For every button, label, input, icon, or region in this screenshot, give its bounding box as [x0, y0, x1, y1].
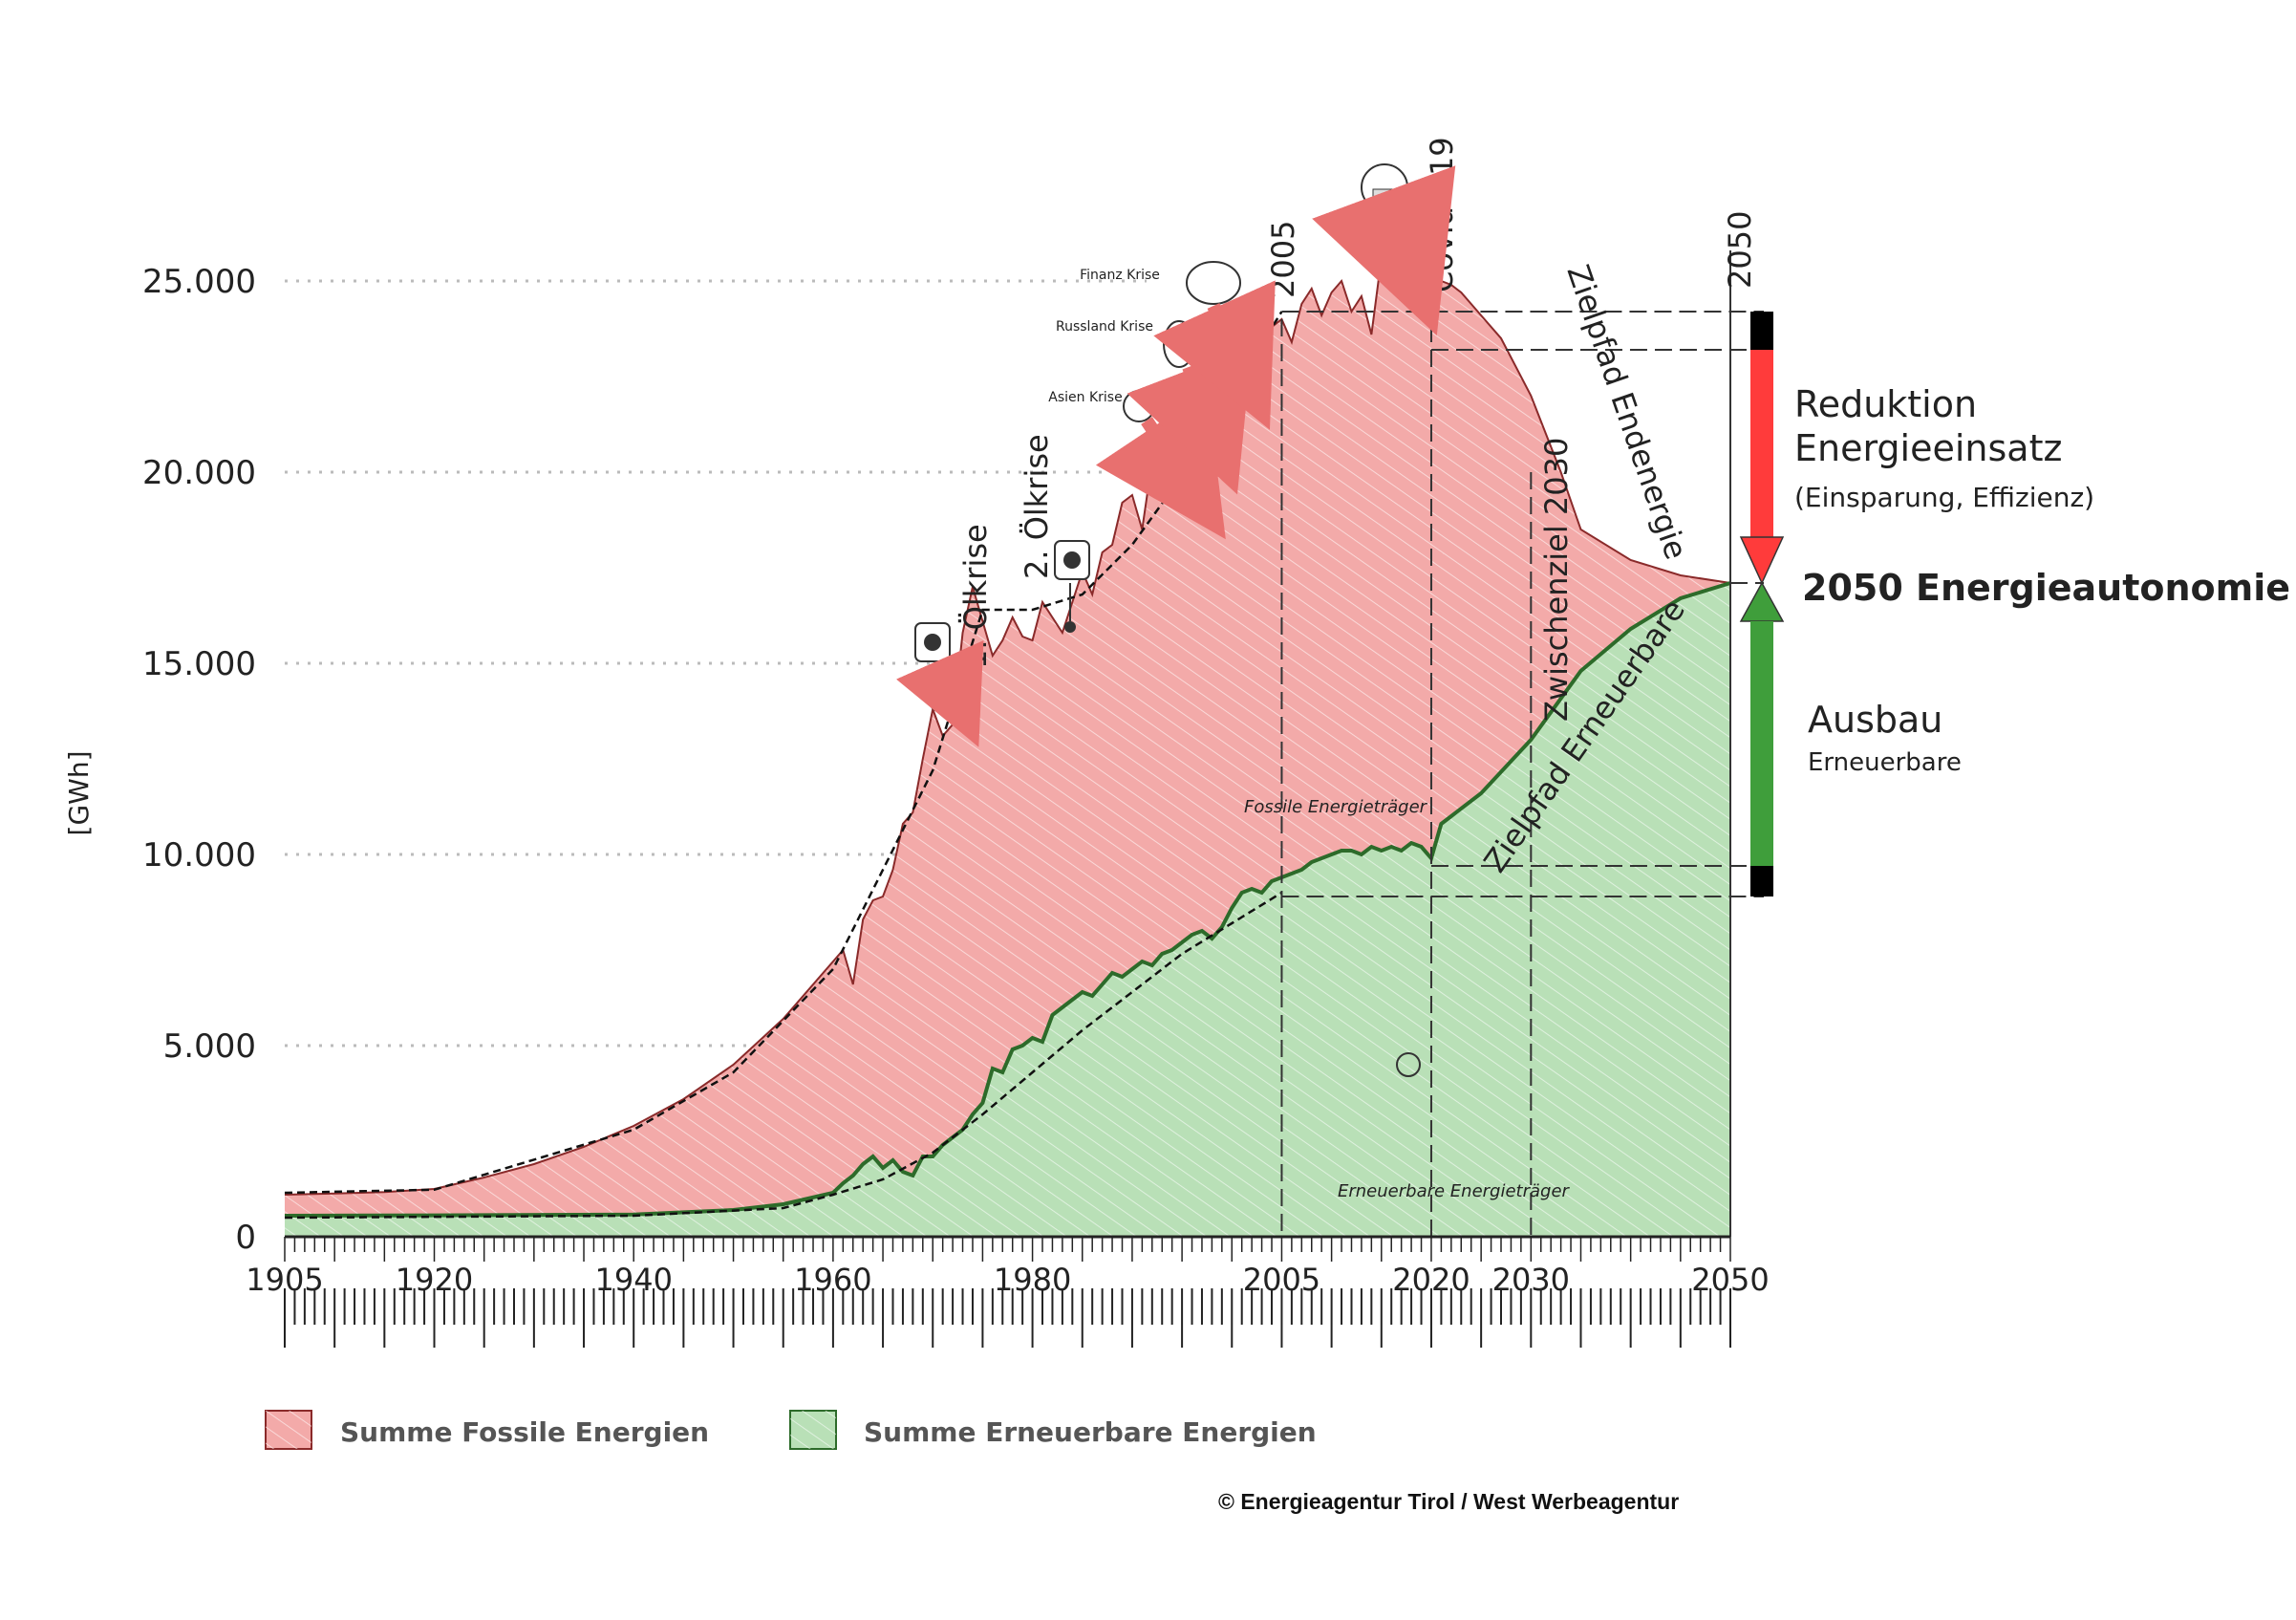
- reference-lines: [1280, 250, 1764, 1237]
- ausbau-bar: [1750, 621, 1773, 866]
- axes: [284, 1235, 1731, 1348]
- y-axis-label: [GWh]: [63, 751, 95, 836]
- fossile-energietraeger-label: Fossile Energieträger: [1244, 797, 1428, 817]
- reduktion-label-1: Reduktion: [1794, 383, 1977, 425]
- oil-barrel-icon: [896, 622, 984, 747]
- y-tick-label: 10.000: [142, 836, 256, 875]
- finanz-krise-icon: [1153, 261, 1276, 430]
- legend-label-renewable: Summe Erneuerbare Energien: [864, 1416, 1317, 1448]
- reduction-bar-cap: [1750, 312, 1773, 350]
- ausbau-bar-cap: [1750, 866, 1773, 896]
- year-2050-label: 2050: [1722, 211, 1758, 289]
- area-series: [284, 252, 1731, 1237]
- x-tick-label: 2030: [1492, 1262, 1570, 1298]
- trend-line: [284, 311, 1283, 1195]
- zielpfad-endenergie-label: Zielpfad Endenergie: [1559, 260, 1694, 564]
- oil-crisis-2-label: 2. Ölkrise: [1019, 434, 1055, 579]
- ausbau-label-1: Ausbau: [1808, 699, 1942, 741]
- covid-virus-icon: [1312, 163, 1456, 336]
- x-tick-label: 2050: [1691, 1262, 1769, 1298]
- y-tick-labels: 0 5.000 10.000 15.000 20.000 25.000: [142, 263, 256, 1257]
- x-tick-labels: 1905 1920 1940 1960 1980 2005 2020 2030 2050: [246, 1262, 1769, 1298]
- energieautonomie-label: 2050 Energieautonomie: [1802, 567, 2290, 609]
- x-tick-label: 1920: [396, 1262, 473, 1298]
- renewable-line: [284, 581, 1731, 1218]
- ausbau-arrow-head: [1739, 581, 1785, 622]
- y-tick-label: 15.000: [142, 645, 256, 683]
- hatch-overlay: [285, 583, 1730, 1237]
- copyright-notice: © Energieagentur Tirol / West Werbeagent…: [1218, 1489, 1680, 1514]
- year-2005-label: 2005: [1265, 221, 1301, 298]
- reduction-arrow-head: [1739, 536, 1785, 585]
- russland-krise-label: Russland Krise: [1056, 319, 1153, 335]
- reduktion-label-2: Energieeinsatz: [1794, 427, 2062, 469]
- y-tick-label: 0: [235, 1219, 256, 1257]
- x-tick-label: 2020: [1392, 1262, 1470, 1298]
- x-tick-label: 2005: [1243, 1262, 1320, 1298]
- asien-krise-label: Asien Krise: [1048, 390, 1122, 405]
- trend-lines: [284, 311, 1283, 1220]
- y-tick-label: 20.000: [142, 454, 256, 492]
- zwischenziel-label: Zwischenziel 2030: [1538, 438, 1575, 722]
- finanz-krise-label: Finanz Krise: [1080, 268, 1160, 283]
- legend-label-fossil: Summe Fossile Energien: [340, 1416, 709, 1448]
- reduction-bar: [1750, 350, 1773, 537]
- target-bars: [1739, 312, 1785, 896]
- x-tick-label: 1980: [994, 1262, 1071, 1298]
- x-tick-label: 1960: [794, 1262, 871, 1298]
- oil-barrel-icon: [1054, 540, 1090, 633]
- trend-line: [284, 891, 1283, 1220]
- reduktion-label-3: (Einsparung, Effizienz): [1794, 482, 2094, 513]
- covid-label: Covid - 19: [1424, 137, 1460, 292]
- legend: Summe Fossile Energien Summe Erneuerbare…: [265, 1410, 1317, 1450]
- y-tick-label: 5.000: [163, 1027, 256, 1066]
- sun-icon: [1396, 1052, 1421, 1077]
- y-tick-label: 25.000: [142, 263, 256, 301]
- x-tick-label: 1905: [246, 1262, 323, 1298]
- ausbau-label-2: Erneuerbare: [1808, 748, 1962, 777]
- x-tick-label: 1940: [594, 1262, 672, 1298]
- oil-crisis-1-label: 1. Ölkrise: [957, 524, 994, 669]
- erneuerbare-energietraeger-label: Erneuerbare Energieträger: [1338, 1181, 1571, 1201]
